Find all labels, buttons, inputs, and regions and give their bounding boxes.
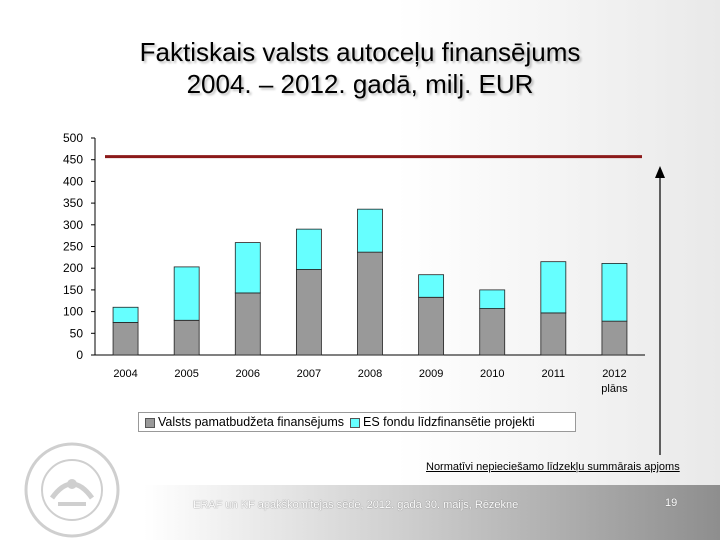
x-tick-label: 2004 — [113, 368, 137, 380]
latvian-state-roads-seal-icon — [24, 442, 120, 538]
y-tick-label: 0 — [76, 348, 83, 362]
legend-swatch-base — [145, 417, 155, 428]
bar-eu-2012 — [601, 263, 628, 322]
y-tick-label: 50 — [70, 326, 84, 340]
chart-title-line1: Faktiskais valsts autoceļu finansējums — [139, 37, 581, 67]
x-tick-label: 2011 — [542, 368, 566, 380]
y-tick-label: 500 — [63, 131, 83, 145]
bar-base-2010 — [479, 308, 506, 356]
x-tick-label: 2009 — [419, 368, 443, 380]
bar-eu-2004 — [112, 306, 139, 323]
bar-eu-2009 — [418, 274, 445, 298]
bar-base-2005 — [173, 319, 200, 356]
x-tick-label: 2006 — [236, 368, 260, 380]
y-tick-label: 200 — [63, 261, 83, 275]
x-tick-label: 2008 — [358, 368, 382, 380]
bar-base-2012 — [601, 320, 628, 356]
arrow-head-icon — [655, 166, 665, 178]
x-tick-label: 2007 — [297, 368, 321, 380]
legend-item-eu: ES fondu līdzfinansētie projekti — [349, 412, 535, 432]
normative-note: Normatīvi nepieciešamo līdzekļu summārai… — [426, 461, 680, 473]
chart-title: Faktiskais valsts autoceļu finansējums 2… — [60, 36, 660, 100]
bar-base-2004 — [112, 322, 139, 356]
footer-bar — [0, 485, 720, 540]
y-tick-label: 400 — [63, 174, 83, 188]
bar-eu-2006 — [234, 242, 261, 294]
legend-item-base: Valsts pamatbudžeta finansējums — [145, 412, 344, 432]
bar-base-2008 — [357, 251, 383, 356]
bar-base-2007 — [295, 269, 322, 356]
legend-swatch-eu — [349, 417, 360, 428]
bar-eu-2008 — [357, 208, 383, 253]
bar-eu-2010 — [479, 289, 506, 309]
bar-eu-2007 — [295, 228, 322, 270]
chart-legend: Valsts pamatbudžeta finansējums ES fondu… — [138, 412, 576, 432]
y-tick-label: 150 — [63, 283, 83, 297]
x-tick-label: 2012 — [602, 368, 626, 380]
y-tick-label: 450 — [63, 153, 83, 167]
bar-base-2011 — [540, 312, 567, 356]
footer-text: ERAF un KF apakškomitejas sēde, 2012. ga… — [193, 499, 519, 511]
chart-title-line2: 2004. – 2012. gadā, milj. EUR — [186, 69, 534, 99]
bar-eu-2005 — [173, 266, 200, 321]
bar-base-2009 — [418, 296, 445, 356]
bar-eu-2011 — [540, 261, 567, 314]
bar-base-2006 — [234, 292, 261, 356]
x-tick-label: 2010 — [480, 368, 504, 380]
x-tick-sublabel: plāns — [601, 383, 628, 395]
page-number: 19 — [665, 497, 678, 509]
y-tick-label: 300 — [63, 218, 83, 232]
legend-label-base: Valsts pamatbudžeta finansējums — [158, 415, 344, 429]
y-tick-label: 100 — [63, 305, 83, 319]
x-tick-label: 2005 — [174, 368, 198, 380]
legend-label-eu: ES fondu līdzfinansētie projekti — [362, 415, 535, 429]
y-tick-label: 350 — [63, 196, 83, 210]
y-tick-label: 250 — [63, 240, 83, 254]
